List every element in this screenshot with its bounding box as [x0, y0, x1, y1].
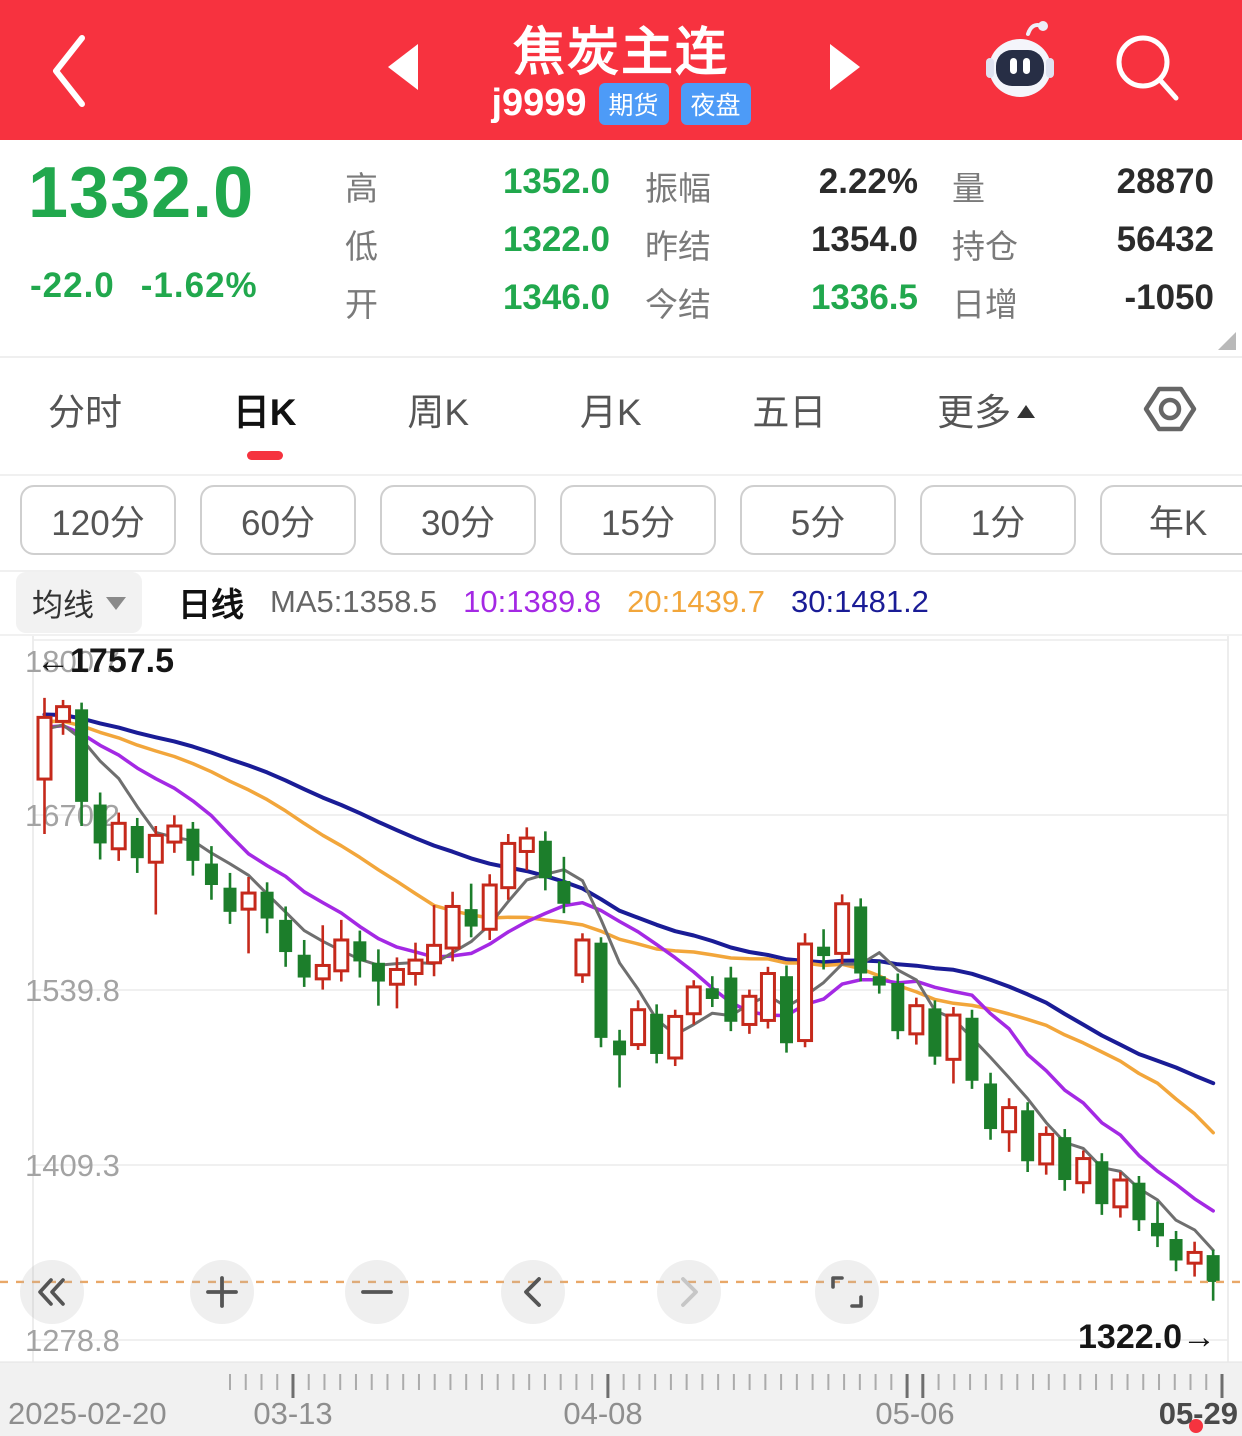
- caret-up-icon: [1017, 404, 1036, 418]
- svg-text:1278.8: 1278.8: [25, 1323, 120, 1358]
- tab-daily-k[interactable]: 日K: [229, 372, 301, 446]
- stat-label-volume: 量: [952, 170, 985, 207]
- ma-selector-label: 均线: [32, 587, 94, 623]
- back-icon[interactable]: [46, 32, 92, 110]
- app-header: 焦炭主连 j9999 期货 夜盘: [0, 0, 1242, 140]
- x-axis-label-start: 2025-02-20: [8, 1396, 167, 1431]
- prev-instrument-arrow[interactable]: [388, 44, 418, 90]
- instrument-subtitle: j9999 期货 夜盘: [0, 82, 1242, 125]
- change-percent: -1.62%: [140, 266, 258, 305]
- tab-more-label: 更多: [937, 392, 1012, 433]
- next-instrument-arrow[interactable]: [830, 44, 860, 90]
- period-yearly-k[interactable]: 年K: [1100, 485, 1242, 555]
- stat-label-open: 开: [345, 286, 378, 323]
- last-price: 1332.0: [28, 153, 255, 233]
- period-1min[interactable]: 1分: [920, 485, 1076, 555]
- stat-value-daily-increase: -1050: [1124, 278, 1214, 317]
- svg-text:1670.2: 1670.2: [25, 798, 120, 833]
- instrument-code: j9999: [491, 82, 587, 124]
- stat-label-today-settle: 今结: [645, 286, 711, 323]
- tag-night-session: 夜盘: [680, 82, 751, 125]
- chevron-right-icon: [681, 1277, 698, 1307]
- ma20-value: 20:1439.7: [627, 584, 766, 619]
- pan-fast-left-button[interactable]: [20, 1260, 84, 1324]
- zoom-in-button[interactable]: [190, 1260, 254, 1324]
- assistant-robot-icon[interactable]: [982, 18, 1058, 102]
- plus-icon: [206, 1276, 238, 1308]
- ma30-value: 30:1481.2: [791, 584, 929, 619]
- tag-futures: 期货: [598, 82, 669, 125]
- stat-label-prev-settle: 昨结: [645, 228, 711, 265]
- stat-value-low: 1322.0: [502, 220, 610, 259]
- stat-label-low: 低: [345, 228, 378, 265]
- chart-settings-icon[interactable]: [1142, 385, 1198, 433]
- stat-value-today-settle: 1336.5: [810, 278, 918, 317]
- ma10-value: 10:1389.8: [463, 584, 602, 619]
- indicator-bar: 均线 日线 MA5:1358.5 10:1389.8 20:1439.7 30:…: [0, 571, 1242, 636]
- stat-value-amplitude: 2.22%: [818, 162, 918, 201]
- svg-text:←1757.5: ←1757.5: [36, 642, 174, 680]
- stat-label-open-interest: 持仓: [952, 228, 1018, 265]
- period-30min[interactable]: 30分: [380, 485, 536, 555]
- period-15min[interactable]: 15分: [560, 485, 716, 555]
- minus-icon: [361, 1290, 393, 1294]
- svg-text:1409.3: 1409.3: [25, 1148, 120, 1183]
- ma5-value: MA5:1358.5: [270, 584, 438, 619]
- instrument-title: 焦炭主连: [512, 24, 729, 82]
- stat-value-open: 1346.0: [502, 278, 610, 317]
- stat-value-open-interest: 56432: [1116, 220, 1214, 259]
- x-axis-label-current: 05-29: [1158, 1396, 1238, 1431]
- caret-down-icon: [106, 597, 126, 610]
- tab-weekly-k[interactable]: 周K: [407, 392, 470, 433]
- stat-label-high: 高: [345, 170, 378, 207]
- stat-value-high: 1352.0: [502, 162, 610, 201]
- tab-five-day[interactable]: 五日: [752, 392, 827, 433]
- pan-left-button[interactable]: [501, 1260, 565, 1324]
- price-change: -22.0 -1.62%: [30, 266, 284, 306]
- svg-text:1539.8: 1539.8: [25, 973, 120, 1008]
- zoom-out-button[interactable]: [345, 1260, 409, 1324]
- svg-text:1322.0→: 1322.0→: [1078, 1318, 1216, 1356]
- svg-text:1800.7: 1800.7: [25, 644, 120, 679]
- fullscreen-icon: [831, 1276, 863, 1308]
- stat-label-amplitude: 振幅: [645, 170, 711, 207]
- pan-right-button[interactable]: [657, 1260, 721, 1324]
- change-value: -22.0: [30, 266, 115, 305]
- tab-monthly-k[interactable]: 月K: [579, 392, 642, 433]
- stat-value-volume: 28870: [1116, 162, 1214, 201]
- indicator-period-label: 日线: [178, 586, 244, 623]
- tab-minute[interactable]: 分时: [48, 392, 122, 433]
- period-button-row: 120分 60分 30分 15分 5分 1分 年K: [0, 478, 1242, 572]
- fullscreen-button[interactable]: [815, 1260, 879, 1324]
- tab-more[interactable]: 更多: [933, 372, 1039, 446]
- period-5min[interactable]: 5分: [740, 485, 896, 555]
- stat-value-prev-settle: 1354.0: [810, 220, 918, 259]
- kline-tab-bar: 分时 日K 周K 月K 五日 更多: [0, 358, 1242, 476]
- quote-panel[interactable]: 1332.0 -22.0 -1.62% 高 1352.0 低 1322.0 开 1…: [0, 140, 1242, 358]
- double-chevron-left-icon: [38, 1278, 65, 1306]
- ma-selector-dropdown[interactable]: 均线: [16, 571, 142, 633]
- chevron-left-icon: [524, 1277, 541, 1307]
- x-axis-label: 03-13: [253, 1396, 333, 1431]
- x-axis-label: 04-08: [563, 1396, 643, 1431]
- stat-label-daily-increase: 日增: [952, 286, 1018, 323]
- expand-corner-icon: [1218, 332, 1236, 350]
- search-icon[interactable]: [1106, 28, 1188, 112]
- period-120min[interactable]: 120分: [20, 485, 176, 555]
- x-axis-label: 05-06: [875, 1396, 955, 1431]
- period-60min[interactable]: 60分: [200, 485, 356, 555]
